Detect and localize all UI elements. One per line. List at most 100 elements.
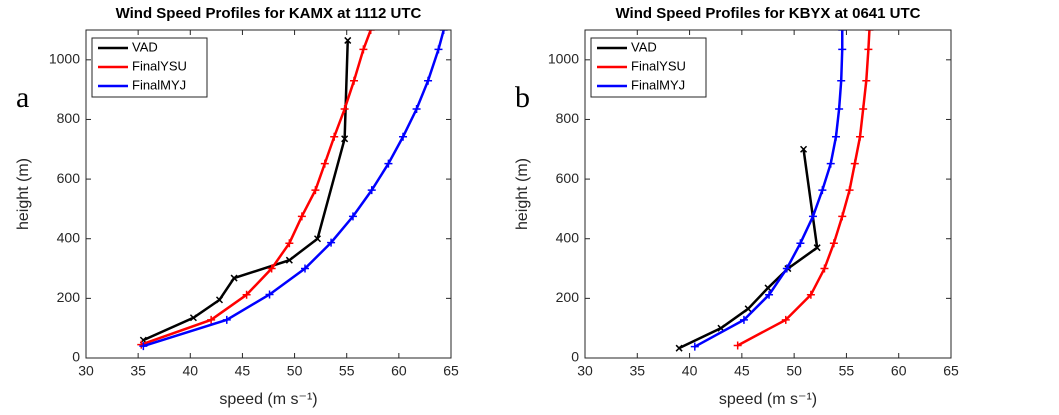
x-tick-label: 65 (943, 363, 959, 379)
marker (439, 30, 448, 34)
marker (340, 105, 349, 114)
marker (297, 212, 306, 221)
marker (862, 76, 871, 85)
x-tick-label: 65 (443, 363, 459, 379)
marker (344, 36, 352, 44)
y-tick-label: 0 (571, 349, 579, 365)
marker (215, 296, 224, 304)
marker (359, 45, 368, 54)
marker (800, 145, 808, 153)
chart-title: Wind Speed Profiles for KAMX at 1112 UTC (116, 5, 422, 22)
marker (207, 315, 216, 324)
x-tick-label: 50 (786, 363, 802, 379)
y-tick-label: 1000 (548, 51, 579, 67)
legend-label: VAD (631, 39, 657, 54)
marker (838, 30, 847, 34)
marker (820, 264, 829, 273)
y-tick-label: 0 (72, 349, 80, 365)
marker (808, 212, 817, 221)
marker (412, 105, 421, 114)
marker (384, 159, 393, 168)
marker (424, 76, 433, 85)
y-tick-label: 600 (556, 170, 580, 186)
marker (859, 105, 868, 114)
marker (341, 135, 349, 143)
marker (764, 284, 772, 292)
marker (850, 159, 859, 168)
marker (367, 186, 376, 195)
marker (837, 76, 846, 85)
marker (265, 290, 274, 299)
marker (813, 244, 821, 252)
marker (733, 341, 742, 350)
y-tick-label: 400 (57, 229, 81, 245)
marker (690, 342, 699, 351)
panel: 30 35 40 45 50 55 60 65 0 200 400 600 800 1000 Wind Sp… (15, 5, 459, 408)
y-tick-label: 200 (556, 289, 580, 305)
marker (782, 264, 791, 273)
marker (765, 290, 774, 299)
marker (865, 30, 874, 34)
x-tick-label: 60 (391, 363, 407, 379)
marker (285, 256, 293, 264)
marker (845, 186, 854, 195)
marker (230, 274, 238, 282)
marker (350, 76, 359, 85)
x-tick-label: 50 (287, 363, 303, 379)
marker (189, 314, 197, 322)
marker (301, 264, 309, 273)
x-tick-label: 45 (235, 363, 251, 379)
marker (285, 239, 294, 248)
x-tick-label: 55 (839, 363, 855, 379)
marker (348, 212, 357, 221)
marker (806, 290, 815, 299)
marker (831, 132, 840, 141)
marker (267, 264, 276, 273)
marker (313, 235, 322, 243)
x-tick-label: 30 (577, 363, 593, 379)
marker (796, 239, 805, 248)
marker (864, 45, 873, 54)
chart-title: Wind Speed Profiles for KBYX at 0641 UTC (616, 5, 921, 22)
marker (826, 159, 835, 168)
marker (222, 315, 231, 324)
x-tick-label: 30 (78, 363, 94, 379)
y-axis-label: height (m) (15, 158, 32, 230)
x-tick-label: 55 (339, 363, 355, 379)
x-tick-label: 60 (891, 363, 907, 379)
axes-box (584, 29, 952, 359)
marker (835, 105, 844, 114)
marker (434, 45, 443, 54)
marker (838, 212, 847, 221)
axes-box (85, 29, 452, 359)
x-axis-label: speed (m s⁻¹) (719, 391, 817, 408)
x-tick-label: 45 (734, 363, 750, 379)
marker (818, 186, 827, 195)
legend-label: VAD (132, 39, 158, 54)
marker (330, 132, 339, 141)
panel: 30 35 40 45 50 55 60 65 0 200 400 600 800 1000 Wind Sp… (514, 5, 959, 408)
marker (311, 186, 320, 195)
y-tick-label: 800 (556, 110, 580, 126)
y-tick-label: 200 (57, 289, 81, 305)
series-line (142, 40, 350, 342)
y-tick-label: 1000 (49, 51, 80, 67)
x-tick-label: 35 (629, 363, 645, 379)
legend-label: FinalMYJ (132, 77, 186, 92)
panel-label: a (16, 81, 29, 114)
marker (320, 159, 329, 168)
x-tick-label: 40 (182, 363, 198, 379)
plot-lines (137, 30, 448, 351)
panel-label: b (515, 81, 530, 114)
marker (739, 315, 748, 324)
marker (744, 305, 752, 313)
y-axis-label: height (m) (514, 158, 531, 230)
marker (327, 238, 336, 247)
y-tick-label: 800 (57, 110, 81, 126)
marker (781, 315, 790, 324)
x-axis-label: speed (m s⁻¹) (219, 391, 317, 408)
marker (242, 290, 251, 299)
legend-label: FinalMYJ (631, 77, 685, 92)
legend-label: FinalYSU (631, 58, 686, 73)
